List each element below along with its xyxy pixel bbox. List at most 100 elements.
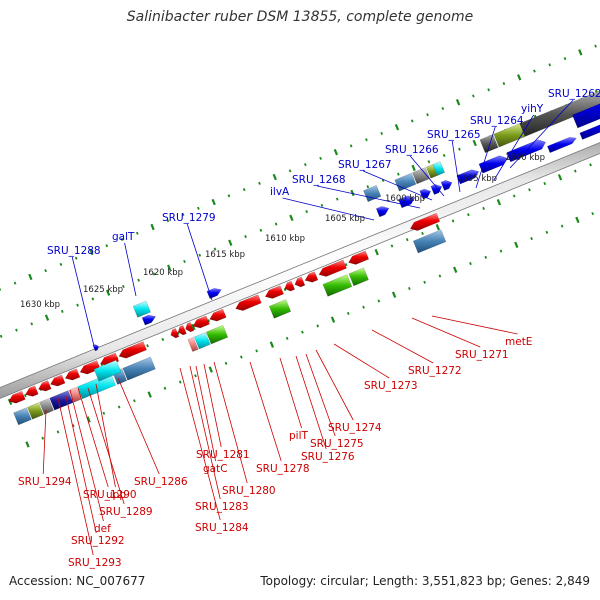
ring-tick	[211, 198, 216, 206]
reverse-gene-arrow	[209, 308, 227, 322]
ring-tick	[330, 316, 336, 323]
ring-tick	[560, 224, 564, 228]
reverse-gene-arrow	[304, 271, 319, 283]
ring-tick	[44, 269, 47, 273]
ring-tick	[207, 319, 210, 323]
ring-tick	[44, 314, 50, 321]
topology-label: Topology:	[260, 574, 317, 588]
ring-tick	[514, 241, 519, 249]
gene-annotation-block	[205, 324, 229, 345]
ring-tick	[455, 99, 461, 106]
reverse-gene-label: def	[94, 523, 111, 535]
ring-tick	[589, 163, 592, 167]
gene-annotation-block	[322, 274, 353, 297]
ring-tick	[258, 181, 261, 185]
reverse-label-connector	[195, 365, 216, 462]
topology-value: circular	[320, 574, 365, 588]
ring-tick	[76, 303, 79, 307]
ring-tick	[451, 219, 455, 223]
ring-tick	[421, 231, 424, 235]
ring-tick	[74, 256, 78, 260]
ring-tick	[289, 214, 294, 222]
label-connectors	[42, 99, 574, 556]
reverse-gene-arrow	[318, 259, 347, 277]
forward-gene-arrow	[440, 179, 453, 191]
backbone-band	[0, 142, 600, 399]
forward-label-connector	[124, 242, 137, 297]
ring-tick	[197, 206, 200, 210]
ring-tick	[335, 197, 339, 201]
ring-tick	[435, 223, 440, 231]
reverse-label-connector	[371, 329, 434, 364]
ring-tick	[133, 399, 136, 403]
ring-tick	[410, 119, 414, 123]
reverse-gene-label: pilT	[289, 430, 308, 442]
forward-gene-label: SRU_1266	[385, 144, 439, 156]
gene-annotation-block	[93, 359, 122, 382]
forward-label-connector	[509, 99, 574, 169]
reverse-gene-arrow	[409, 212, 441, 231]
gene-annotation-block	[27, 402, 44, 420]
ring-tick	[28, 273, 33, 281]
ring-tick	[391, 291, 397, 298]
ring-tick	[227, 194, 231, 198]
reverse-label-connector	[95, 383, 116, 488]
ring-tick	[545, 230, 549, 234]
ring-tick	[374, 248, 379, 256]
reverse-gene-label: SRU_1284	[195, 522, 249, 534]
forward-gene-arrow	[92, 344, 99, 352]
reverse-gene-arrow	[177, 324, 187, 336]
ring-tick	[15, 328, 18, 332]
ring-tick	[285, 336, 289, 340]
ring-tick	[176, 331, 180, 335]
gene-annotation-block	[572, 103, 600, 129]
tick-label: 1600 kbp	[385, 194, 425, 204]
tick-rings	[0, 44, 600, 448]
forward-label-connector	[363, 170, 433, 201]
genome-summary: Topology: circular; Length: 3,551,823 bp…	[260, 574, 590, 588]
reverse-label-connector	[87, 387, 125, 505]
gene-annotation-block	[122, 356, 156, 381]
ring-tick	[117, 405, 121, 409]
ring-tick	[333, 148, 339, 156]
ring-tick	[472, 94, 475, 98]
forward-gene-label: yihY	[521, 103, 544, 115]
ring-tick	[350, 189, 355, 197]
reverse-gene-label: upp	[106, 489, 126, 501]
ring-tick	[208, 366, 213, 373]
reverse-gene-label: SRU_1280	[222, 485, 276, 497]
forward-gene-arrow	[419, 188, 432, 200]
ring-tick	[13, 281, 17, 285]
ring-tick	[496, 199, 502, 206]
ring-tick	[563, 57, 567, 61]
gene-annotation-block	[493, 123, 526, 148]
ring-tick	[89, 248, 94, 256]
reverse-gene-label: SRU_1283	[195, 501, 249, 513]
ring-tick	[122, 284, 125, 288]
forward-label-connector	[282, 197, 375, 221]
forward-label-connector	[475, 126, 496, 189]
forward-gene-arrow	[375, 206, 390, 218]
ring-tick	[120, 237, 124, 242]
ring-tick	[405, 238, 409, 242]
reverse-gene-arrow	[284, 280, 296, 292]
reverse-gene-arrow	[25, 385, 39, 397]
genome-backbone	[0, 142, 600, 399]
length-value: 3,551,823 bp	[421, 574, 502, 588]
reverse-label-connector	[213, 361, 248, 484]
ring-tick	[152, 272, 156, 276]
ring-tick	[163, 386, 167, 390]
gene-labels: 1590 kbp 1595 kbp 1600 kbp 1605 kbp 1610 kbp…	[18, 88, 600, 569]
ring-tick	[394, 124, 400, 131]
ring-tick	[349, 144, 353, 148]
ring-tick	[0, 334, 3, 338]
tick-label: 1630 kbp	[20, 300, 60, 310]
ring-tick	[198, 253, 202, 257]
ring-tick	[41, 436, 45, 440]
gene-annotation-block	[479, 134, 499, 154]
reverse-gene-label: SRU_1286	[134, 476, 188, 488]
ring-tick	[305, 210, 309, 214]
ring-tick	[86, 416, 91, 423]
tick-label: 1620 kbp	[143, 268, 183, 278]
